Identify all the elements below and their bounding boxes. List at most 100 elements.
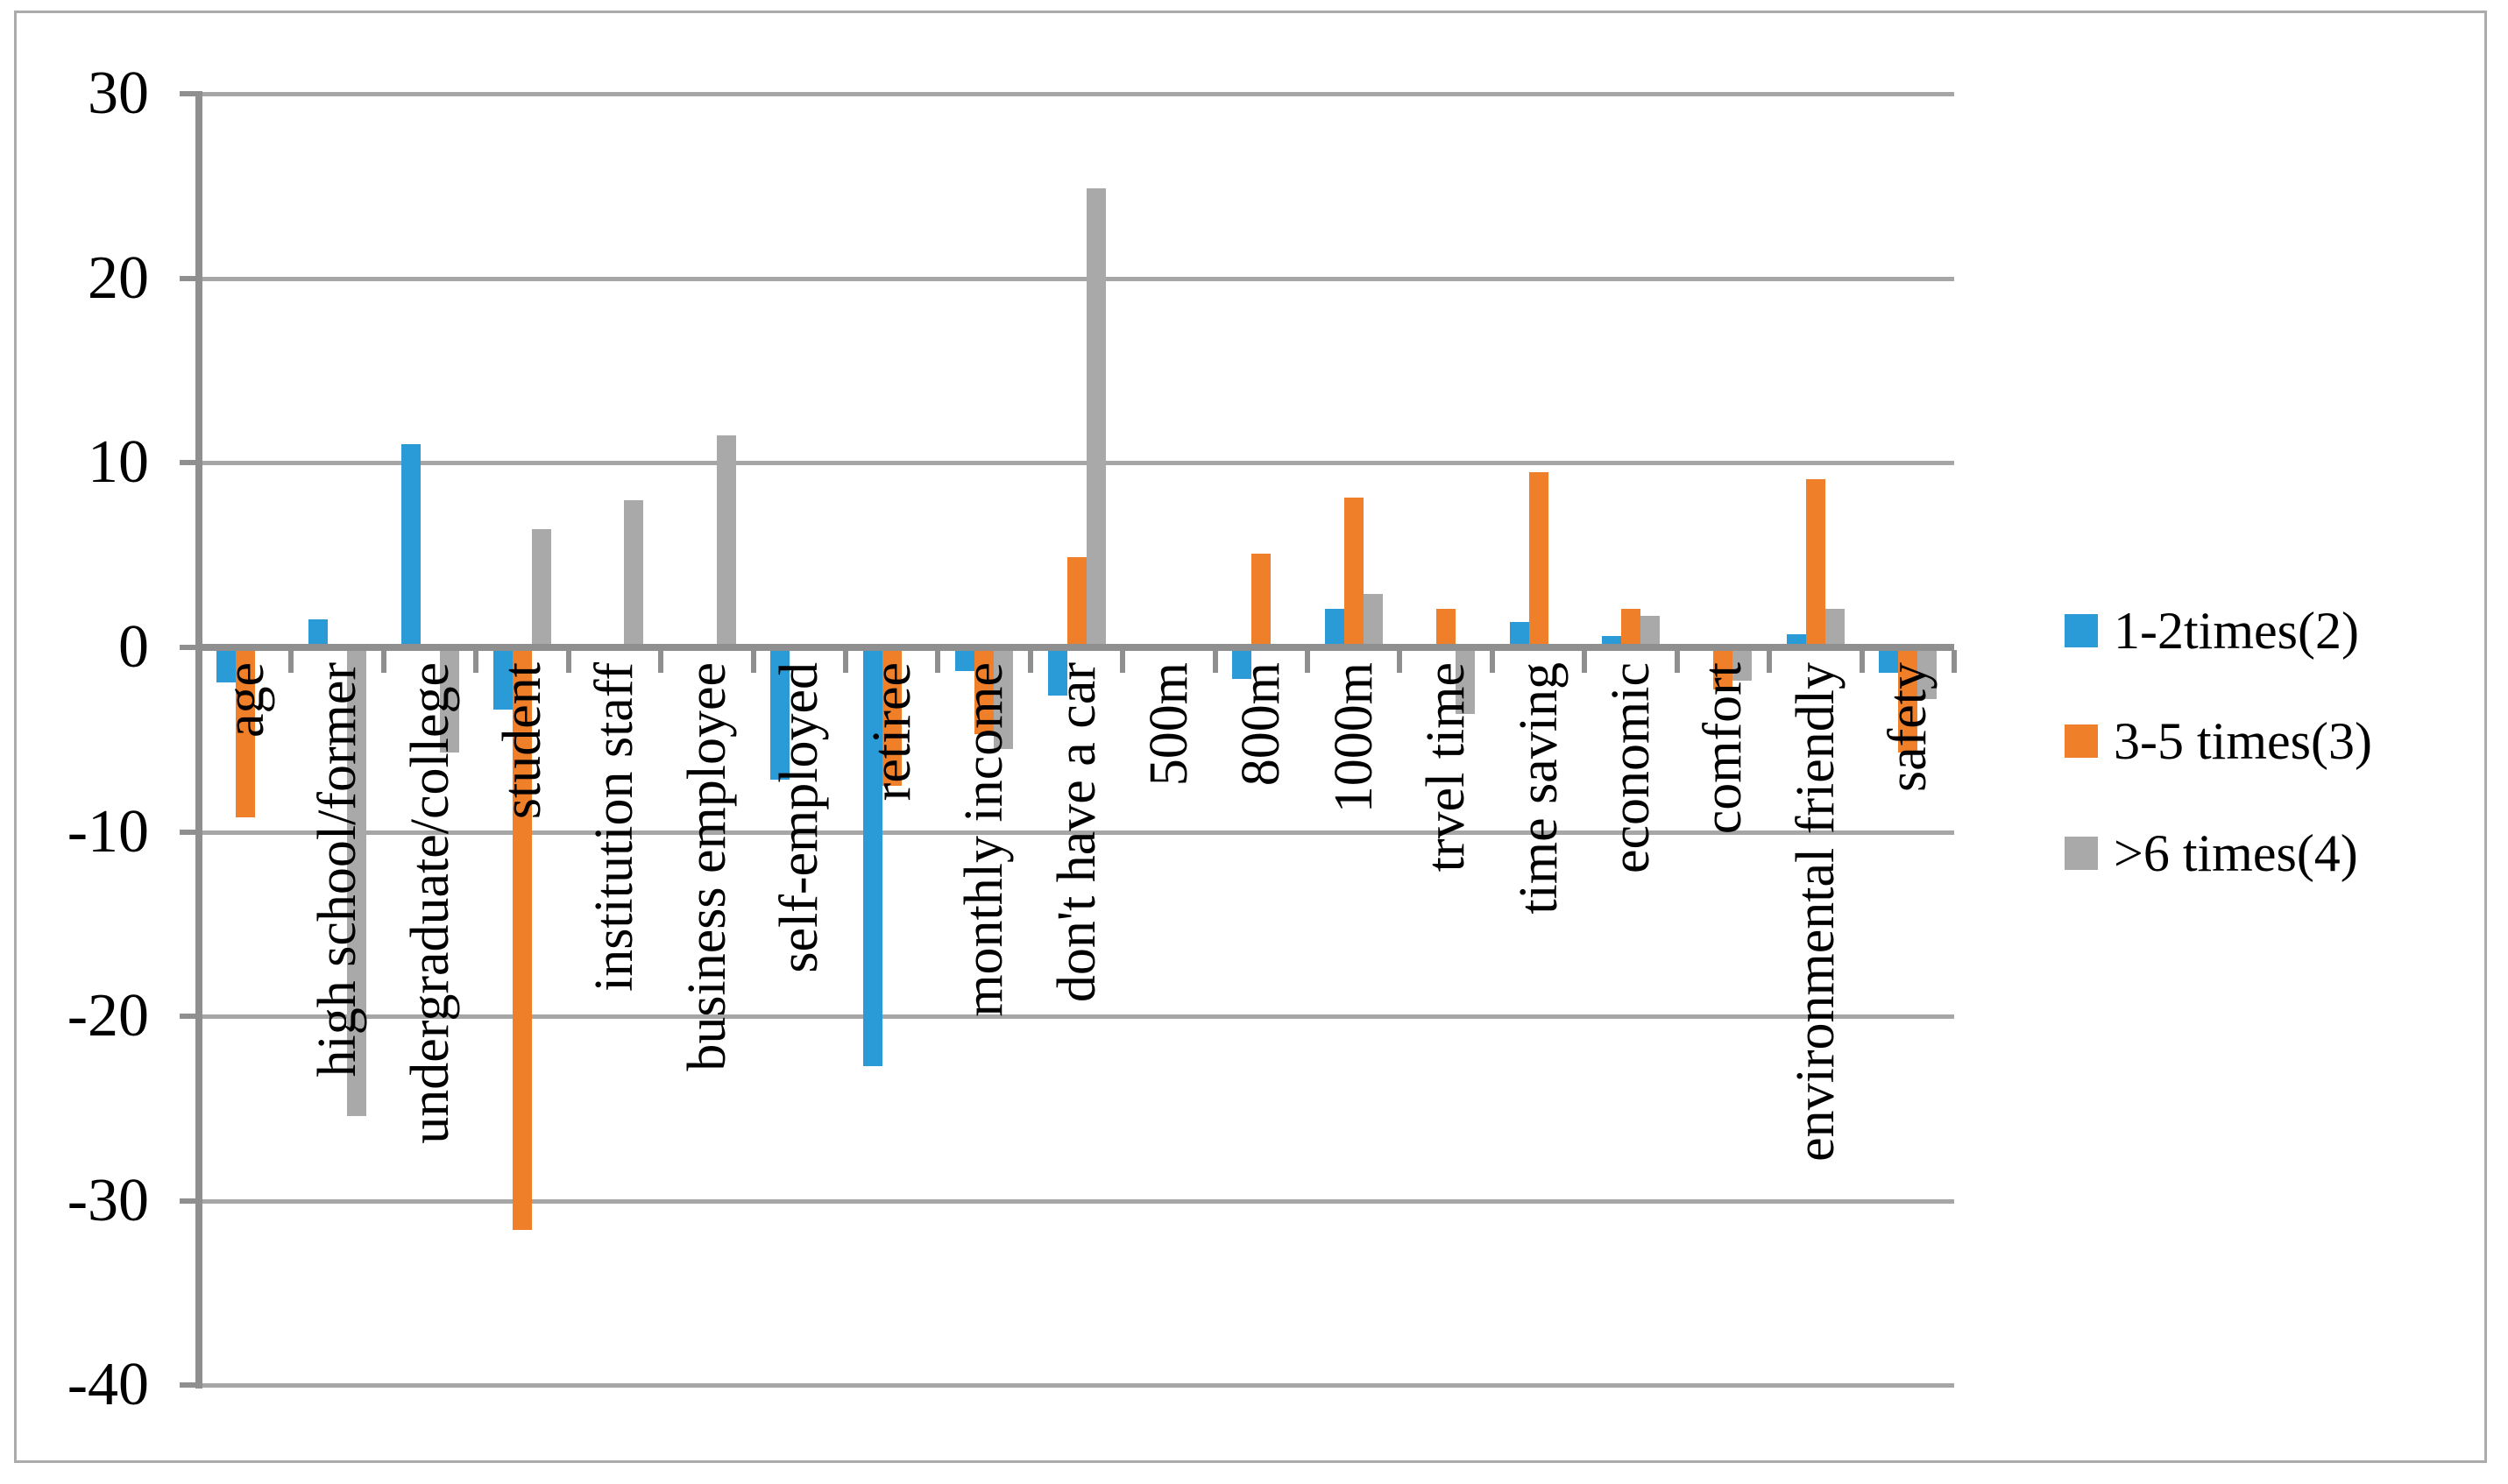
gridline-20 [199,276,1954,281]
x-axis-tick-19 [1952,650,1957,673]
bar-6-times-4-high-school-former [347,651,367,1116]
y-axis-label--10: -10 [67,797,149,866]
x-axis-tick-7 [842,650,848,673]
x-axis-tick-15 [1582,650,1588,673]
bar-6-times-4-safety [1917,651,1938,699]
x-axis-tick-4 [565,650,571,673]
bar-1-2times-2-monthly-income [955,651,975,672]
x-axis-tick-18 [1859,650,1865,673]
y-axis-label--20: -20 [67,982,149,1050]
gridline--20 [199,1014,1954,1020]
legend-label-3-5-times-3: 3-5 times(3) [2114,712,2372,770]
y-axis-tick-30 [180,91,197,97]
bar-1-2times-2-don-t-have-a-car [1047,651,1067,696]
bar-6-times-4-institution-staff [624,499,644,647]
bar-1-2times-2-student [492,651,513,710]
bar-3-5-times-3-comfort [1713,651,1733,690]
y-axis-label--30: -30 [67,1166,149,1234]
chart-outer-border [14,11,2487,1463]
x-axis-tick-3 [473,650,479,673]
bar-6-times-4-student [531,529,551,647]
bar-6-times-4-monthly-income [994,651,1014,749]
category-label-self-employed: self-employed [769,662,830,973]
bar-6-times-4-don-t-have-a-car [1086,187,1106,647]
category-label-environmental-friendly: environmental friendly [1785,662,1846,1162]
bar-1-2times-2-retiree [862,651,882,1066]
bar-3-5-times-3-trvel-time [1436,608,1456,647]
y-axis-tick--40 [180,1382,197,1389]
y-axis-label--40: -40 [67,1351,149,1419]
legend-label-1-2times-2: 1-2times(2) [2114,602,2359,660]
bar-6-times-4-business-employee [716,435,736,647]
bar-3-5-times-3-don-t-have-a-car [1066,556,1087,647]
y-axis-tick--20 [180,1014,197,1020]
bar-1-2times-2-safety [1879,651,1899,674]
category-label-economic: economic [1601,662,1661,874]
bar-6-times-4-environmental-friendly [1824,608,1845,647]
bar-3-5-times-3-economic [1621,608,1641,647]
legend-swatch-1-2times-2 [2065,614,2098,647]
x-axis-tick-11 [1212,650,1218,673]
bar-1-2times-2-age [216,651,236,682]
x-axis-tick-13 [1397,650,1403,673]
bar-6-times-4-comfort [1732,651,1753,681]
x-axis-tick-17 [1767,650,1773,673]
category-label-business-employee: business employee [677,662,737,1071]
bar-1-2times-2-800m [1232,651,1252,679]
bar-1-2times-2-1000m [1324,608,1344,647]
bar-1-2times-2-undergraduate-college [400,444,421,647]
bar-3-5-times-3-time-saving [1528,471,1548,647]
y-axis-tick-20 [180,275,197,281]
category-label-institution-staff: institution staff [584,662,645,993]
category-label-undergraduate-college: undergraduate/college [400,662,460,1144]
y-axis-label-0: 0 [118,613,149,681]
bar-3-5-times-3-age [235,651,255,817]
bar-1-2times-2-time-saving [1509,621,1529,647]
category-label-800m: 800m [1231,662,1292,787]
x-axis-tick-1 [288,650,294,673]
x-axis-tick-12 [1305,650,1311,673]
category-label-age: age [215,662,275,738]
bar-1-2times-2-self-employed [770,651,790,781]
y-axis-label-20: 20 [88,244,149,312]
gridline-10 [199,461,1954,466]
category-label-retiree: retiree [861,662,922,802]
y-axis-label-30: 30 [88,60,149,128]
legend-swatch-3-5-times-3 [2065,724,2098,758]
y-axis-tick--30 [180,1198,197,1204]
bar-3-5-times-3-monthly-income [974,651,995,734]
x-axis-line [199,644,1954,651]
bar-6-times-4-trvel-time [1456,651,1476,714]
category-label-high-school-former: high school/former [308,662,368,1078]
legend-swatch-6-times-4 [2065,837,2098,870]
bar-3-5-times-3-safety [1898,651,1918,753]
x-axis-tick-5 [658,650,664,673]
y-axis-line [195,91,202,1389]
bar-3-5-times-3-environmental-friendly [1805,479,1825,647]
x-axis-tick-2 [380,650,386,673]
category-label-trvel-time: trvel time [1416,662,1477,873]
gridline--10 [199,830,1954,835]
category-label-don-t-have-a-car: don't have a car [1046,662,1107,1003]
category-label-comfort: comfort [1693,662,1753,835]
x-axis-tick-6 [750,650,756,673]
category-label-safety: safety [1878,662,1938,793]
bar-3-5-times-3-student [512,651,532,1231]
x-axis-tick-0 [196,650,202,673]
bar-6-times-4-undergraduate-college [439,651,459,753]
x-axis-tick-16 [1674,650,1680,673]
bar-3-5-times-3-retiree [882,651,902,786]
bar-3-5-times-3-800m [1251,553,1272,647]
bar-3-5-times-3-1000m [1343,498,1364,647]
category-label-student: student [492,662,552,820]
category-label-500m: 500m [1138,662,1199,787]
x-axis-tick-10 [1120,650,1126,673]
x-axis-tick-9 [1027,650,1033,673]
x-axis-tick-8 [935,650,941,673]
legend-label-6-times-4: >6 times(4) [2114,824,2358,882]
y-axis-tick--10 [180,829,197,835]
gridline--30 [199,1198,1954,1204]
y-axis-tick-0 [180,645,197,650]
y-axis-tick-10 [180,460,197,466]
y-axis-label-10: 10 [88,428,149,497]
